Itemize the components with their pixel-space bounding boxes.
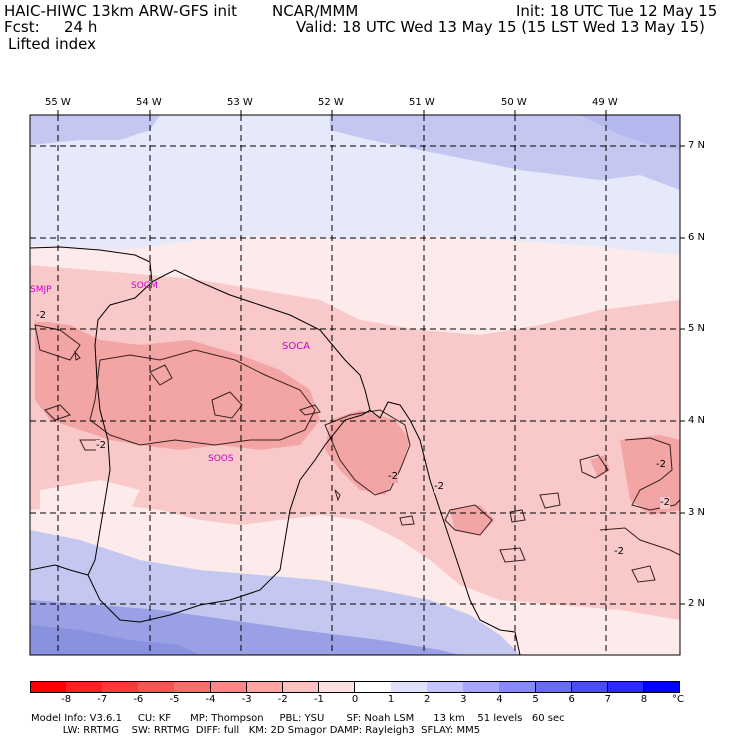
station-label: SOOS xyxy=(208,454,234,464)
lon-label: 50 W xyxy=(501,97,527,108)
colorbar-swatch xyxy=(607,681,645,693)
field-pos-med xyxy=(330,115,680,190)
colorbar-swatch xyxy=(210,681,248,693)
organization: NCAR/MMM xyxy=(272,2,359,20)
colorbar-swatch xyxy=(427,681,464,693)
field-neg-strong3 xyxy=(620,435,680,515)
colorbar-tick-label: 3 xyxy=(460,694,467,705)
shaded-field xyxy=(30,115,680,655)
model-title: HAIC-HIWC 13km ARW-GFS init xyxy=(4,2,238,20)
valid-time: Valid: 18 UTC Wed 13 May 15 (15 LST Wed … xyxy=(296,18,705,36)
lat-label: 2 N xyxy=(688,598,706,609)
colorbar-tick-label: -5 xyxy=(169,694,180,705)
colorbar-tick-label: -3 xyxy=(241,694,252,705)
colorbar-tick-label: -6 xyxy=(133,694,144,705)
colorbar-swatch xyxy=(174,681,212,693)
model-info-line1: Model Info: V3.6.1 CU: KF MP: Thompson P… xyxy=(31,713,565,724)
contour-label: -2 xyxy=(434,481,444,493)
field-neg-light2 xyxy=(40,480,140,515)
contour-label: -2 xyxy=(656,459,666,471)
colorbar-tick-label: 1 xyxy=(387,694,395,705)
axis-ticks xyxy=(57,110,685,605)
colorbar-tick-label: 8 xyxy=(640,694,648,705)
lat-label: 6 N xyxy=(688,232,706,243)
colorbar-swatch xyxy=(30,681,67,693)
lon-label: 51 W xyxy=(409,97,435,108)
colorbar-unit: °C xyxy=(672,694,684,705)
field-pos-med3 xyxy=(30,115,160,145)
colorbar-tick-label: -8 xyxy=(61,694,72,705)
colorbar-swatch xyxy=(571,681,609,693)
colorbar-tick-label: 2 xyxy=(424,694,431,705)
lon-label: 55 W xyxy=(45,97,71,108)
lat-label: 7 N xyxy=(688,140,706,151)
lat-label: 3 N xyxy=(688,507,706,518)
map-frame xyxy=(29,114,681,656)
colorbar-tick-label: 6 xyxy=(568,694,575,705)
colorbar-tick-label: -2 xyxy=(277,694,288,705)
station-label: SMJP xyxy=(30,285,52,295)
field-neg-strong xyxy=(35,320,320,450)
colorbar-swatch xyxy=(138,681,175,693)
colorbar-tick-label: 7 xyxy=(604,694,611,705)
lon-label: 49 W xyxy=(592,97,618,108)
lon-label: 52 W xyxy=(318,97,344,108)
colorbar-tick-label: -7 xyxy=(97,694,108,705)
colorbar-swatch xyxy=(102,681,139,693)
contour-label: -2 xyxy=(96,440,106,452)
contour-label: -2 xyxy=(36,310,46,322)
station-label: SOCM xyxy=(131,281,158,291)
lat-label: 4 N xyxy=(688,415,706,426)
forecast-hour: 24 h xyxy=(64,18,98,36)
station-label: SOCA xyxy=(282,341,311,352)
colorbar-swatch xyxy=(499,681,537,693)
field-name: Lifted index xyxy=(8,35,96,53)
lon-label: 54 W xyxy=(136,97,162,108)
colorbar-swatch xyxy=(643,681,681,693)
colorbar-swatch xyxy=(355,681,392,693)
model-info-line2: LW: RRTMG SW: RRTMG DIFF: full KM: 2D Sm… xyxy=(31,725,481,736)
field-pos-strong2 xyxy=(30,625,200,655)
colorbar-tick-label: -4 xyxy=(205,694,216,705)
field-pos-med2 xyxy=(580,115,680,150)
forecast-label: Fcst: xyxy=(4,18,40,36)
lon-label: 53 W xyxy=(227,97,253,108)
colorbar-swatch xyxy=(246,681,284,693)
colorbar-swatch xyxy=(535,681,573,693)
lat-label: 5 N xyxy=(688,323,706,334)
colorbar-tick-label: 5 xyxy=(532,694,539,705)
contour-label: -2 xyxy=(388,471,398,483)
colorbar-swatch xyxy=(463,681,500,693)
contour-label: -2 xyxy=(614,546,624,558)
colorbar-swatch xyxy=(282,681,320,693)
contour-label: -2 xyxy=(660,497,670,509)
colorbar-tick-label: 0 xyxy=(351,694,359,705)
graticule xyxy=(30,115,680,655)
colorbar-swatch xyxy=(318,681,356,693)
init-time: Init: 18 UTC Tue 12 May 15 xyxy=(516,2,718,20)
colorbar-swatch xyxy=(391,681,428,693)
colorbar-tick-label: 4 xyxy=(496,694,503,705)
colorbar-tick-label: -1 xyxy=(313,694,324,705)
colorbar-swatch xyxy=(66,681,103,693)
